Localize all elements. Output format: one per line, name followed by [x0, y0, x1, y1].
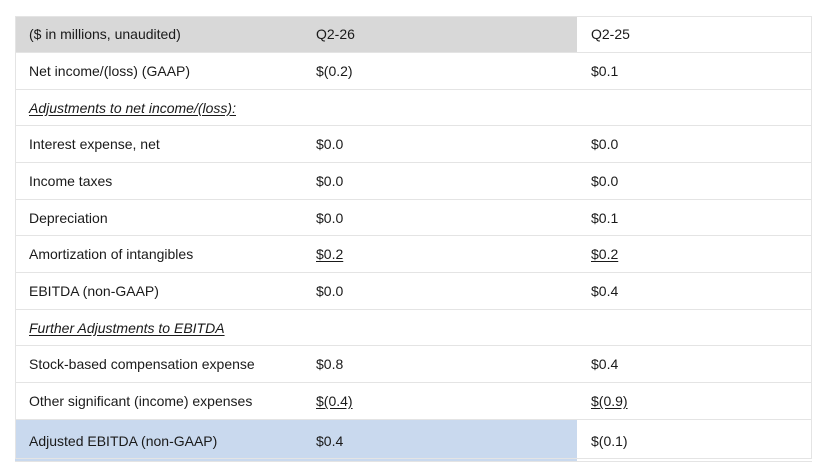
table-header-row: ($ in millions, unaudited) Q2-26 Q2-25	[15, 16, 812, 53]
row-label: Net income/(loss) (GAAP)	[15, 52, 302, 90]
row-value-q2-25: $0.2	[577, 235, 812, 273]
row-value-q2-25: $0.0	[577, 162, 812, 200]
table-row-ebitda: EBITDA (non-GAAP) $0.0 $0.4	[15, 272, 812, 310]
row-label: Depreciation	[15, 199, 302, 236]
row-label: Adjusted EBITDA (non-GAAP)	[15, 419, 302, 462]
section-heading-text: Adjustments to net income/(loss):	[29, 99, 236, 116]
row-value-q2-25	[577, 309, 812, 346]
row-value-q2-26-text: $(0.4)	[316, 393, 353, 409]
row-value-q2-25	[577, 89, 812, 126]
row-value-q2-25-text: $(0.9)	[591, 393, 628, 409]
row-value-q2-25-text: $0.2	[591, 246, 619, 262]
row-value-q2-26: $0.8	[302, 345, 577, 383]
table-row-adjusted-ebitda: Adjusted EBITDA (non-GAAP) $0.4 $(0.1)	[15, 419, 812, 462]
row-label: Amortization of intangibles	[15, 235, 302, 273]
row-value-q2-26: $0.2	[302, 235, 577, 273]
table-row-depreciation: Depreciation $0.0 $0.1	[15, 199, 812, 236]
row-value-q2-25: $0.0	[577, 125, 812, 163]
row-value-q2-25: $0.1	[577, 52, 812, 90]
row-value-q2-26-text: $0.2	[316, 246, 344, 262]
table-row-amortization: Amortization of intangibles $0.2 $0.2	[15, 235, 812, 273]
ebitda-reconciliation-table: ($ in millions, unaudited) Q2-26 Q2-25 N…	[15, 16, 812, 462]
table-row-income-taxes: Income taxes $0.0 $0.0	[15, 162, 812, 200]
row-label: Stock-based compensation expense	[15, 345, 302, 383]
row-value-q2-26: $(0.4)	[302, 382, 577, 420]
table-row-net-income: Net income/(loss) (GAAP) $(0.2) $0.1	[15, 52, 812, 90]
row-label: Income taxes	[15, 162, 302, 200]
section-heading: Further Adjustments to EBITDA	[15, 309, 302, 346]
table-row-adjustments-heading: Adjustments to net income/(loss):	[15, 89, 812, 126]
section-heading: Adjustments to net income/(loss):	[15, 89, 302, 126]
header-label-cell: ($ in millions, unaudited)	[15, 16, 302, 53]
row-value-q2-26: $0.4	[302, 419, 577, 462]
row-label: EBITDA (non-GAAP)	[15, 272, 302, 310]
header-q2-26-cell: Q2-26	[302, 16, 577, 53]
header-q2-25-cell: Q2-25	[577, 16, 812, 53]
row-value-q2-26	[302, 309, 577, 346]
row-value-q2-26: $0.0	[302, 125, 577, 163]
row-label: Other significant (income) expenses	[15, 382, 302, 420]
section-heading-text: Further Adjustments to EBITDA	[29, 319, 225, 336]
row-value-q2-26: $0.0	[302, 162, 577, 200]
table-row-interest-expense: Interest expense, net $0.0 $0.0	[15, 125, 812, 163]
table-row-other-significant: Other significant (income) expenses $(0.…	[15, 382, 812, 420]
row-value-q2-26	[302, 89, 577, 126]
row-value-q2-25: $0.1	[577, 199, 812, 236]
row-label: Interest expense, net	[15, 125, 302, 163]
row-value-q2-26: $(0.2)	[302, 52, 577, 90]
table-row-stock-compensation: Stock-based compensation expense $0.8 $0…	[15, 345, 812, 383]
row-value-q2-25: $0.4	[577, 345, 812, 383]
row-value-q2-26: $0.0	[302, 199, 577, 236]
table-row-further-adjustments-heading: Further Adjustments to EBITDA	[15, 309, 812, 346]
row-value-q2-25: $(0.1)	[577, 419, 812, 462]
row-value-q2-25: $(0.9)	[577, 382, 812, 420]
row-value-q2-25: $0.4	[577, 272, 812, 310]
row-value-q2-26: $0.0	[302, 272, 577, 310]
